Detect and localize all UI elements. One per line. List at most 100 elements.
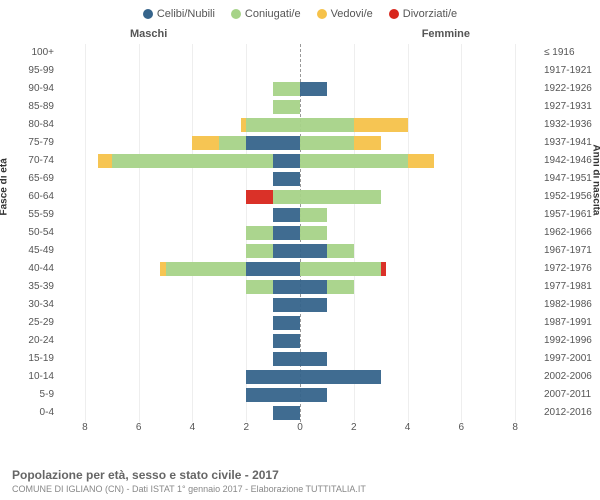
age-label: 10-14 (0, 368, 54, 386)
birth-label: 2007-2011 (544, 386, 600, 404)
chart-row (58, 44, 542, 62)
chart-subtitle: COMUNE DI IGLIANO (CN) - Dati ISTAT 1° g… (12, 484, 588, 494)
bar-segment-f-coniugati (327, 280, 354, 294)
age-label: 25-29 (0, 314, 54, 332)
chart-row (58, 278, 542, 296)
age-label: 75-79 (0, 134, 54, 152)
age-label: 65-69 (0, 170, 54, 188)
age-label: 35-39 (0, 278, 54, 296)
birth-label: 1932-1936 (544, 116, 600, 134)
chart-row (58, 62, 542, 80)
birth-label: 1937-1941 (544, 134, 600, 152)
legend-item: Celibi/Nubili (143, 8, 215, 20)
bar-segment-f-vedovi (408, 154, 435, 168)
birth-label: 1927-1931 (544, 98, 600, 116)
legend-swatch (231, 9, 241, 19)
x-tick: 8 (512, 422, 518, 433)
birth-label: 1942-1946 (544, 152, 600, 170)
legend-item: Vedovi/e (317, 8, 373, 20)
chart-row (58, 386, 542, 404)
birth-label: 1972-1976 (544, 260, 600, 278)
bar-segment-f-vedovi (354, 118, 408, 132)
legend-label: Celibi/Nubili (157, 8, 215, 20)
age-label: 20-24 (0, 332, 54, 350)
birth-label: 1992-1996 (544, 332, 600, 350)
legend-swatch (389, 9, 399, 19)
age-label: 0-4 (0, 404, 54, 422)
birth-label: 1982-1986 (544, 296, 600, 314)
bar-segment-f-vedovi (354, 136, 381, 150)
bar-segment-m-vedovi (160, 262, 165, 276)
bar-segment-m-divorziati (246, 190, 273, 204)
birth-label: 1962-1966 (544, 224, 600, 242)
bar-segment-f-coniugati (327, 244, 354, 258)
y-axis-birth-labels: ≤ 19161917-19211922-19261927-19311932-19… (544, 44, 600, 422)
gender-male-label: Maschi (130, 28, 167, 40)
chart-row (58, 368, 542, 386)
legend-item: Divorziati/e (389, 8, 457, 20)
bar-segment-m-celibi (273, 298, 300, 312)
legend-item: Coniugati/e (231, 8, 301, 20)
chart-row (58, 206, 542, 224)
bar-segment-m-vedovi (98, 154, 111, 168)
chart-row (58, 152, 542, 170)
birth-label: 1957-1961 (544, 206, 600, 224)
birth-label: 1922-1926 (544, 80, 600, 98)
bar-segment-f-celibi (300, 352, 327, 366)
age-label: 30-34 (0, 296, 54, 314)
age-label: 55-59 (0, 206, 54, 224)
age-label: 100+ (0, 44, 54, 62)
legend-label: Coniugati/e (245, 8, 301, 20)
age-label: 15-19 (0, 350, 54, 368)
chart-row (58, 80, 542, 98)
birth-label: 2002-2006 (544, 368, 600, 386)
x-tick: 8 (82, 422, 88, 433)
chart-row (58, 404, 542, 422)
bar-segment-m-vedovi (192, 136, 219, 150)
x-tick: 6 (459, 422, 465, 433)
birth-label: 1947-1951 (544, 170, 600, 188)
age-label: 85-89 (0, 98, 54, 116)
birth-label: 1977-1981 (544, 278, 600, 296)
bar-segment-f-coniugati (300, 190, 381, 204)
age-label: 70-74 (0, 152, 54, 170)
legend-swatch (317, 9, 327, 19)
x-tick: 2 (351, 422, 357, 433)
bar-segment-m-celibi (273, 172, 300, 186)
y-axis-age-labels: 100+95-9990-9485-8980-8475-7970-7465-696… (0, 44, 54, 422)
pyramid-chart (58, 44, 542, 422)
bar-segment-m-celibi (273, 352, 300, 366)
birth-label: 1952-1956 (544, 188, 600, 206)
chart-title: Popolazione per età, sesso e stato civil… (12, 468, 588, 482)
x-tick: 4 (405, 422, 411, 433)
age-label: 40-44 (0, 260, 54, 278)
bar-segment-m-celibi (273, 406, 300, 420)
chart-row (58, 296, 542, 314)
x-tick: 0 (297, 422, 303, 433)
birth-label: 1997-2001 (544, 350, 600, 368)
bar-segment-m-coniugati (246, 226, 273, 240)
x-tick: 2 (243, 422, 249, 433)
bar-segment-m-celibi (246, 388, 300, 402)
bar-segment-f-coniugati (300, 208, 327, 222)
age-label: 5-9 (0, 386, 54, 404)
bar-segment-m-celibi (273, 334, 300, 348)
chart-footer: Popolazione per età, sesso e stato civil… (12, 468, 588, 494)
bar-segment-f-divorziati (381, 262, 386, 276)
birth-label: 2012-2016 (544, 404, 600, 422)
legend: Celibi/Nubili Coniugati/e Vedovi/e Divorzia… (0, 0, 600, 24)
age-label: 50-54 (0, 224, 54, 242)
x-tick: 4 (190, 422, 196, 433)
chart-row (58, 260, 542, 278)
birth-label: 1917-1921 (544, 62, 600, 80)
bar-segment-m-vedovi (241, 118, 246, 132)
birth-label: 1987-1991 (544, 314, 600, 332)
age-label: 45-49 (0, 242, 54, 260)
age-label: 60-64 (0, 188, 54, 206)
chart-row (58, 134, 542, 152)
chart-row (58, 350, 542, 368)
x-axis-ticks: 864202468 (58, 422, 542, 438)
bar-segment-m-celibi (273, 316, 300, 330)
chart-row (58, 98, 542, 116)
bar-segment-m-coniugati (273, 82, 300, 96)
